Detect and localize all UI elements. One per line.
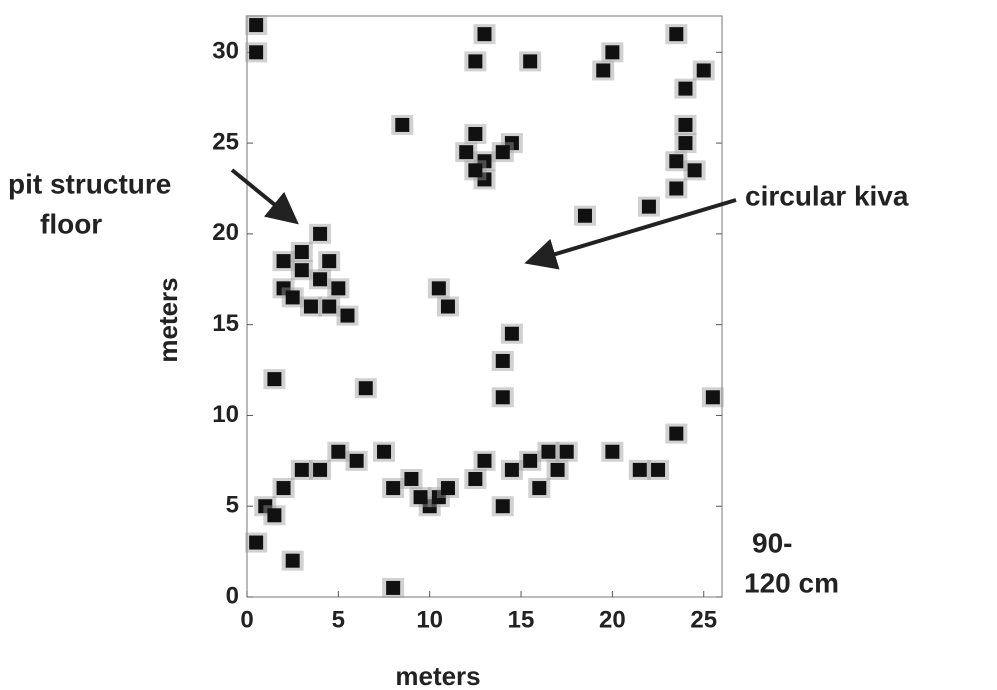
reflection bbox=[459, 145, 474, 160]
depth-label: 120 cm bbox=[744, 567, 839, 598]
y-tick-label: 20 bbox=[212, 219, 239, 246]
reflection bbox=[340, 308, 355, 323]
reflection bbox=[696, 63, 711, 78]
reflection bbox=[504, 462, 519, 477]
reflection bbox=[285, 290, 300, 305]
annotation-text: circular kiva bbox=[745, 180, 909, 211]
reflection bbox=[413, 490, 428, 505]
reflection bbox=[331, 444, 346, 459]
y-tick-label: 10 bbox=[212, 401, 239, 428]
reflection bbox=[349, 453, 364, 468]
reflection bbox=[523, 54, 538, 69]
reflection bbox=[294, 245, 309, 260]
reflection bbox=[386, 481, 401, 496]
y-tick-label: 25 bbox=[212, 128, 239, 155]
y-tick-label: 0 bbox=[226, 582, 239, 609]
reflection bbox=[468, 127, 483, 142]
y-tick-label: 5 bbox=[226, 492, 239, 519]
reflection bbox=[468, 54, 483, 69]
reflection bbox=[495, 390, 510, 405]
x-tick-label: 10 bbox=[416, 606, 443, 633]
reflection bbox=[504, 326, 519, 341]
reflection bbox=[249, 18, 264, 33]
reflection bbox=[532, 481, 547, 496]
reflection bbox=[249, 535, 264, 550]
reflection bbox=[404, 471, 419, 486]
reflection bbox=[651, 462, 666, 477]
x-tick-label: 25 bbox=[690, 606, 717, 633]
reflection bbox=[322, 299, 337, 314]
reflection bbox=[267, 372, 282, 387]
reflection bbox=[541, 444, 556, 459]
reflection bbox=[559, 444, 574, 459]
reflection bbox=[303, 299, 318, 314]
reflection bbox=[358, 381, 373, 396]
x-tick-label: 20 bbox=[599, 606, 626, 633]
reflection bbox=[313, 226, 328, 241]
reflection bbox=[669, 426, 684, 441]
reflection bbox=[440, 299, 455, 314]
reflection bbox=[678, 81, 693, 96]
reflection bbox=[285, 553, 300, 568]
plot-frame bbox=[246, 15, 723, 598]
reflection bbox=[678, 117, 693, 132]
reflection bbox=[495, 353, 510, 368]
reflection bbox=[276, 254, 291, 269]
reflection bbox=[605, 444, 620, 459]
reflection bbox=[431, 281, 446, 296]
reflection bbox=[313, 272, 328, 287]
x-axis-label: meters bbox=[395, 661, 480, 690]
reflection bbox=[468, 471, 483, 486]
annotation-arrow bbox=[230, 168, 299, 225]
x-tick-label: 5 bbox=[332, 606, 345, 633]
reflection bbox=[669, 181, 684, 196]
reflection bbox=[468, 163, 483, 178]
reflection bbox=[322, 254, 337, 269]
reflection bbox=[477, 27, 492, 42]
reflection bbox=[477, 453, 492, 468]
reflection bbox=[294, 263, 309, 278]
reflection bbox=[687, 163, 702, 178]
reflection bbox=[705, 390, 720, 405]
reflection bbox=[669, 154, 684, 169]
annotation-text: pit structure bbox=[8, 168, 171, 199]
reflection bbox=[331, 281, 346, 296]
y-tick-label: 15 bbox=[212, 310, 239, 337]
reflection bbox=[313, 462, 328, 477]
reflection bbox=[377, 444, 392, 459]
reflection bbox=[276, 481, 291, 496]
reflection bbox=[523, 453, 538, 468]
reflection bbox=[596, 63, 611, 78]
annotation-text: floor bbox=[40, 208, 102, 239]
y-axis-label: meters bbox=[153, 277, 183, 362]
reflection bbox=[294, 462, 309, 477]
reflection bbox=[395, 117, 410, 132]
annotation-arrow bbox=[524, 198, 737, 270]
reflection bbox=[550, 462, 565, 477]
reflection bbox=[386, 580, 401, 595]
reflection bbox=[669, 27, 684, 42]
x-tick-label: 0 bbox=[240, 606, 253, 633]
reflection bbox=[605, 45, 620, 60]
reflection bbox=[577, 208, 592, 223]
reflection bbox=[249, 45, 264, 60]
reflection bbox=[632, 462, 647, 477]
reflection bbox=[641, 199, 656, 214]
reflection bbox=[495, 145, 510, 160]
reflection bbox=[678, 136, 693, 151]
reflection bbox=[495, 499, 510, 514]
x-tick-label: 15 bbox=[508, 606, 535, 633]
depth-label: 90- bbox=[752, 527, 792, 558]
y-tick-label: 30 bbox=[212, 38, 239, 65]
reflection bbox=[267, 508, 282, 523]
reflection bbox=[440, 481, 455, 496]
